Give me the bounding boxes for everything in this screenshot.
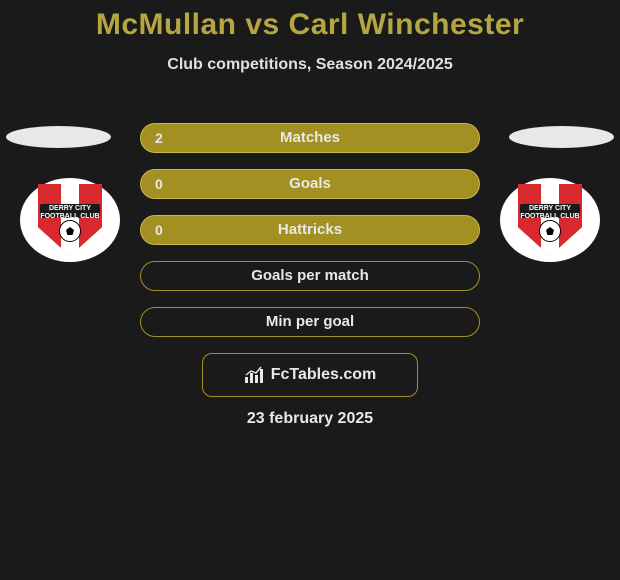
page-subtitle: Club competitions, Season 2024/2025	[0, 56, 620, 74]
stat-row-goals-per-match: Goals per match	[140, 261, 480, 291]
stat-label-matches: Matches	[141, 124, 479, 152]
player-silhouette-right	[509, 126, 614, 148]
branding-text: FcTables.com	[271, 366, 377, 384]
crest-banner-left: DERRY CITYFOOTBALL CLUB	[40, 204, 100, 218]
club-crest-left: DERRY CITYFOOTBALL CLUB	[20, 178, 120, 262]
page-title: McMullan vs Carl Winchester	[0, 0, 620, 42]
soccer-ball-icon	[539, 220, 561, 242]
stats-container: 2 Matches 0 Goals 0 Hattricks Goals per …	[140, 123, 480, 353]
date-label: 23 february 2025	[0, 410, 620, 428]
club-crest-right: DERRY CITYFOOTBALL CLUB	[500, 178, 600, 262]
stat-label-hattricks: Hattricks	[141, 216, 479, 244]
player-silhouette-left	[6, 126, 111, 148]
crest-banner-right: DERRY CITYFOOTBALL CLUB	[520, 204, 580, 218]
stat-row-matches: 2 Matches	[140, 123, 480, 153]
bar-chart-icon	[244, 366, 266, 384]
stat-label-gpm: Goals per match	[141, 262, 479, 290]
stat-label-goals: Goals	[141, 170, 479, 198]
stat-row-hattricks: 0 Hattricks	[140, 215, 480, 245]
stat-row-min-per-goal: Min per goal	[140, 307, 480, 337]
stat-row-goals: 0 Goals	[140, 169, 480, 199]
soccer-ball-icon	[59, 220, 81, 242]
stat-label-mpg: Min per goal	[141, 308, 479, 336]
branding-badge[interactable]: FcTables.com	[202, 353, 418, 397]
